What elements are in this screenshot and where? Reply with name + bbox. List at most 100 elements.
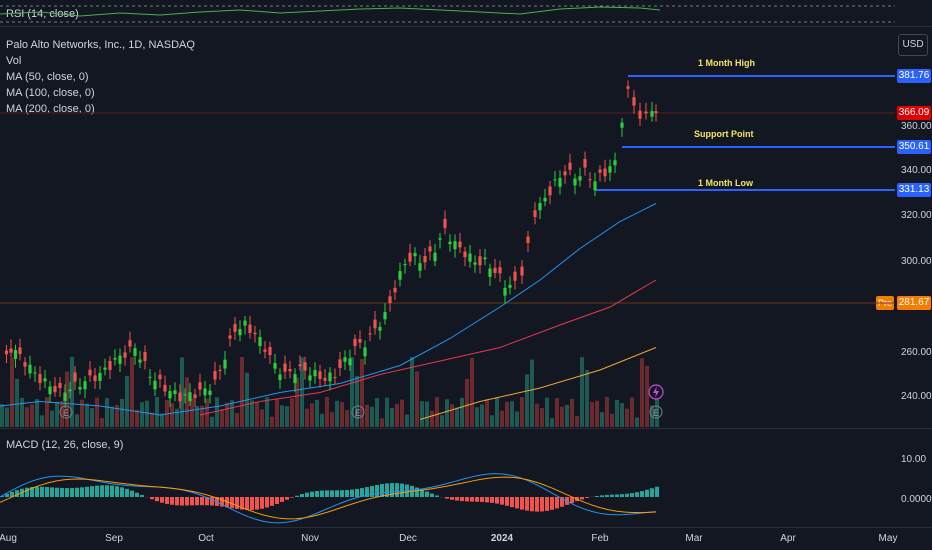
volume-bar: [585, 370, 589, 427]
candle-body: [453, 241, 457, 250]
macd-bar: [285, 497, 289, 500]
macd-bar: [0, 496, 4, 497]
volume-bars: [0, 357, 659, 427]
macd-bar: [35, 486, 39, 497]
premarket-price-tag: 281.67: [897, 296, 931, 310]
macd-bar: [265, 497, 269, 508]
month-high-label[interactable]: 1 Month High: [698, 58, 755, 68]
volume-bar: [220, 409, 224, 427]
macd-bar: [290, 497, 294, 498]
macd-bar: [430, 493, 434, 497]
macd-bar: [125, 488, 129, 497]
candle-body: [148, 376, 152, 378]
candle-body: [568, 162, 572, 170]
volume-bar: [290, 398, 294, 427]
candle-body: [28, 364, 32, 374]
candle-body: [268, 347, 272, 356]
volume-bar: [360, 358, 364, 427]
macd-bar: [80, 487, 84, 497]
macd-bar: [280, 497, 284, 502]
macd-bar: [540, 497, 544, 512]
earnings-marker-icon[interactable]: E: [59, 405, 73, 419]
candle-body: [644, 111, 648, 114]
macd-bar: [250, 497, 254, 510]
candle-body: [423, 256, 427, 263]
macd-bar: [385, 483, 389, 497]
candle-body: [563, 171, 567, 176]
candle-body: [188, 392, 192, 402]
ma100-indicator-label[interactable]: MA (100, close, 0): [6, 87, 95, 99]
macd-bar: [120, 487, 124, 497]
candle-body: [338, 359, 342, 368]
macd-label[interactable]: MACD (12, 26, close, 9): [6, 439, 124, 451]
candle-body: [13, 350, 18, 359]
candle-body: [9, 348, 13, 353]
candle-body: [233, 324, 237, 332]
macd-bar: [630, 493, 634, 497]
volume-bar: [645, 366, 649, 427]
macd-bar: [450, 497, 454, 500]
macd-bar: [380, 484, 384, 497]
volume-bar: [25, 407, 29, 427]
volume-bar: [225, 402, 229, 427]
support-point-label[interactable]: Support Point: [694, 129, 754, 139]
volume-bar: [340, 402, 344, 427]
candle-body: [526, 236, 530, 244]
candle-body: [113, 358, 117, 360]
candle-body: [98, 372, 102, 381]
volume-bar: [75, 414, 79, 427]
candle-body: [4, 350, 9, 355]
earnings-marker-icon[interactable]: E: [649, 405, 663, 419]
volume-bar: [10, 357, 14, 427]
volume-bar: [65, 371, 69, 427]
earnings-marker-icon[interactable]: E: [351, 405, 365, 419]
volume-bar: [600, 412, 604, 427]
macd-bar: [165, 497, 169, 504]
volume-bar: [485, 399, 489, 427]
currency-button[interactable]: USD: [898, 34, 928, 56]
macd-line: [0, 473, 657, 524]
candle-body: [473, 262, 477, 265]
volume-bar: [250, 400, 254, 427]
candle-body: [493, 267, 497, 273]
lightning-event-icon[interactable]: [648, 384, 664, 400]
macd-bar: [510, 497, 514, 508]
candle-body: [373, 319, 377, 329]
macd-bar: [365, 487, 369, 497]
volume-bar: [330, 412, 334, 427]
candle-body: [288, 369, 292, 372]
macd-bar: [425, 491, 429, 497]
candle-body: [223, 359, 227, 369]
month-low-price-tag: 331.13: [897, 183, 931, 197]
volume-bar: [95, 397, 99, 427]
volume-bar: [530, 359, 534, 427]
candle-body: [303, 362, 307, 371]
volume-bar: [550, 418, 554, 427]
macd-bar: [495, 497, 499, 504]
volume-bar: [545, 397, 549, 427]
symbol-title[interactable]: Palo Alto Networks, Inc., 1D, NASDAQ: [6, 39, 195, 51]
volume-bar: [520, 397, 524, 427]
volume-indicator-label[interactable]: Vol: [6, 55, 22, 67]
ma200-indicator-label[interactable]: MA (200, close, 0): [6, 103, 95, 115]
candle-body: [573, 178, 577, 186]
volume-bar: [275, 398, 279, 427]
candle-body: [654, 111, 658, 114]
svg-text:E: E: [653, 408, 659, 418]
candle-body: [198, 382, 202, 390]
candle-body: [458, 241, 462, 248]
time-axis-label: Nov: [301, 533, 319, 544]
volume-bar: [385, 397, 389, 427]
candle-body: [433, 252, 437, 262]
macd-bar: [350, 489, 354, 497]
volume-bar: [240, 357, 244, 427]
ma50-indicator-label[interactable]: MA (50, close, 0): [6, 71, 89, 83]
volume-bar: [460, 397, 464, 427]
macd-bar: [460, 497, 464, 502]
month-low-label[interactable]: 1 Month Low: [698, 178, 753, 188]
candle-body: [43, 378, 47, 382]
macd-bar: [310, 491, 314, 497]
macd-bar: [305, 492, 309, 497]
volume-bar: [145, 400, 149, 427]
